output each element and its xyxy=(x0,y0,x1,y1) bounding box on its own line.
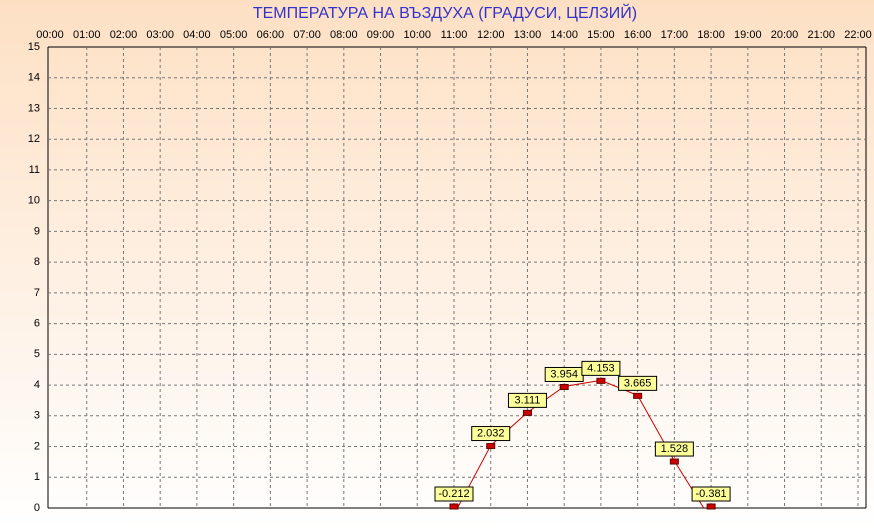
data-label: 3.954 xyxy=(550,368,578,380)
data-label: 3.111 xyxy=(515,394,541,406)
point-marker xyxy=(449,503,459,510)
data-label: 2.032 xyxy=(477,427,505,439)
y-tick-label: 4 xyxy=(34,379,40,391)
point-marker xyxy=(706,503,716,510)
data-label-box xyxy=(618,375,658,391)
data-label-box xyxy=(507,392,547,408)
data-label: 1.528 xyxy=(661,443,689,455)
x-tick-label: 10:00 xyxy=(404,29,432,41)
x-tick-label: 17:00 xyxy=(661,29,689,41)
data-label: 4.153 xyxy=(587,362,615,374)
point-marker xyxy=(596,377,606,384)
point-marker xyxy=(522,409,532,416)
data-label-box xyxy=(691,486,731,502)
y-tick-label: 13 xyxy=(28,102,40,114)
x-tick-label: 11:00 xyxy=(441,29,468,41)
x-tick-label: 15:00 xyxy=(587,29,615,41)
data-label: -0.212 xyxy=(438,488,469,500)
x-tick-label: 01:00 xyxy=(73,29,101,41)
x-tick-label: 02:00 xyxy=(110,29,138,41)
y-tick-label: 0 xyxy=(34,502,40,514)
data-label-box xyxy=(654,441,694,457)
x-tick-label: 04:00 xyxy=(183,29,211,41)
y-tick-label: 5 xyxy=(34,348,40,360)
x-tick-label: 08:00 xyxy=(330,29,358,41)
data-label-box xyxy=(581,360,621,376)
x-tick-label: 22:00 xyxy=(844,29,872,41)
y-tick-label: 12 xyxy=(28,133,40,145)
data-label-box xyxy=(471,426,511,442)
x-tick-label: 20:00 xyxy=(771,29,799,41)
x-tick-label: 06:00 xyxy=(257,29,285,41)
y-tick-label: 6 xyxy=(34,318,40,330)
y-tick-label: 7 xyxy=(34,287,40,299)
point-marker xyxy=(669,458,679,465)
x-tick-label: 09:00 xyxy=(367,29,395,41)
x-tick-label: 12:00 xyxy=(477,29,505,41)
x-tick-label: 03:00 xyxy=(146,29,174,41)
y-tick-label: 14 xyxy=(28,72,40,84)
y-tick-label: 3 xyxy=(34,410,40,422)
data-label: 3.665 xyxy=(624,377,652,389)
x-tick-label: 16:00 xyxy=(624,29,652,41)
x-tick-label: 14:00 xyxy=(550,29,578,41)
chart-title: ТЕМПЕРАТУРА НА ВЪЗДУХА (ГРАДУСИ, ЦЕЛЗИЙ) xyxy=(253,3,637,22)
x-tick-label: 00:00 xyxy=(36,29,64,41)
y-tick-label: 15 xyxy=(28,41,40,53)
point-marker xyxy=(633,392,643,399)
y-tick-label: 9 xyxy=(34,225,40,237)
x-tick-label: 21:00 xyxy=(808,29,836,41)
x-tick-label: 13:00 xyxy=(514,29,542,41)
x-tick-label: 18:00 xyxy=(697,29,725,41)
y-tick-label: 1 xyxy=(34,471,40,483)
x-tick-label: 05:00 xyxy=(220,29,248,41)
data-label-box xyxy=(434,486,474,502)
y-tick-label: 2 xyxy=(34,440,40,452)
y-tick-label: 11 xyxy=(29,164,40,176)
point-marker xyxy=(559,383,569,390)
point-marker xyxy=(486,443,496,450)
y-tick-label: 10 xyxy=(28,195,40,207)
data-label: -0.381 xyxy=(695,488,726,500)
x-tick-label: 19:00 xyxy=(734,29,762,41)
x-tick-label: 07:00 xyxy=(293,29,321,41)
y-tick-label: 8 xyxy=(34,256,40,268)
